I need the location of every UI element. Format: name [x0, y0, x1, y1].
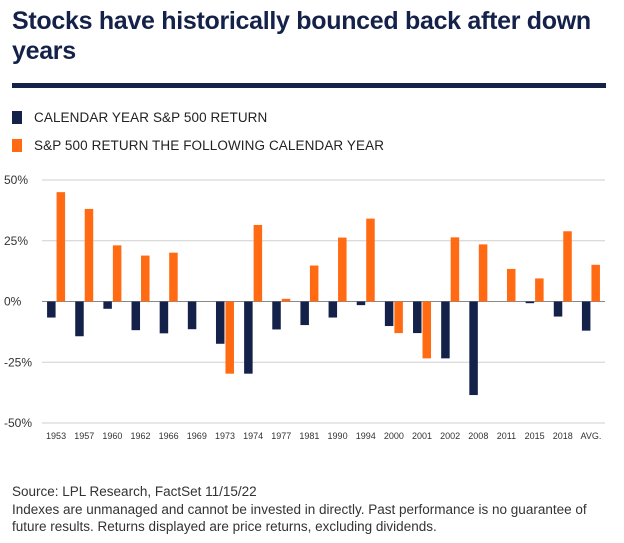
x-tick-label: 1969: [187, 431, 207, 441]
bar-calendar-year: [328, 301, 338, 318]
bar-following-year: [84, 208, 94, 302]
x-tick-label: 2011: [497, 431, 516, 441]
bar-following-year: [366, 218, 375, 302]
x-tick-label: 2002: [440, 431, 460, 441]
bar-calendar-year: [244, 301, 253, 374]
chart-footer: Source: LPL Research, FactSet 11/15/22 I…: [12, 483, 612, 536]
x-tick-label: AVG.: [581, 431, 602, 441]
bar-following-year: [309, 265, 319, 302]
bar-calendar-year: [47, 301, 56, 318]
legend-swatch-orange: [12, 138, 22, 152]
bar-following-year: [281, 298, 291, 302]
bar-following-year: [506, 268, 516, 302]
bar-following-year: [225, 301, 234, 374]
bar-following-year: [563, 231, 572, 302]
legend-item-current-year: CALENDAR YEAR S&P 500 RETURN: [12, 108, 384, 126]
chart-legend: CALENDAR YEAR S&P 500 RETURN S&P 500 RET…: [12, 108, 384, 164]
source-note: Source: LPL Research, FactSet 11/15/22: [12, 484, 257, 499]
bar-calendar-year: [300, 301, 309, 326]
y-tick-label: 50%: [4, 173, 28, 187]
x-tick-label: 1953: [46, 431, 66, 441]
bar-following-year: [112, 245, 122, 302]
bar-following-year: [169, 252, 178, 302]
legend-swatch-navy: [12, 110, 22, 124]
bar-following-year: [450, 237, 460, 302]
bar-calendar-year: [272, 301, 281, 330]
legend-label: S&P 500 RETURN THE FOLLOWING CALENDAR YE…: [34, 137, 385, 153]
bar-calendar-year: [413, 301, 422, 334]
bar-calendar-year: [187, 301, 197, 330]
legend-item-following-year: S&P 500 RETURN THE FOLLOWING CALENDAR YE…: [12, 136, 384, 154]
bar-following-year: [422, 301, 432, 359]
bar-following-year: [535, 278, 544, 302]
x-tick-label: 1974: [243, 431, 263, 441]
x-tick-label: 1973: [215, 431, 235, 441]
bar-following-year: [141, 255, 150, 302]
legend-label: CALENDAR YEAR S&P 500 RETURN: [34, 109, 268, 125]
y-tick-label: -25%: [4, 355, 32, 369]
x-tick-label: 2018: [553, 431, 573, 441]
y-tick-label: -50%: [4, 416, 32, 430]
bar-calendar-year: [103, 301, 112, 309]
bar-chart: 50% 25% 0% -25% -50% 1953 1957 1960 1962 1966 1969…: [4, 173, 605, 441]
y-tick-label: 0%: [4, 295, 22, 309]
bar-calendar-year: [469, 301, 478, 396]
bar-calendar-year: [384, 301, 394, 327]
x-tick-label: 2001: [412, 431, 432, 441]
bar-following-year: [591, 264, 600, 302]
title-divider: [12, 83, 606, 88]
bar-following-year: [478, 244, 488, 302]
x-tick-label: 1990: [328, 431, 348, 441]
x-tick-label: 1957: [74, 431, 94, 441]
bar-following-year: [394, 301, 403, 334]
bar-calendar-year: [75, 301, 84, 337]
bar-calendar-year: [581, 301, 591, 331]
x-tick-label: 2015: [525, 431, 545, 441]
bar-following-year: [56, 192, 66, 302]
bar-calendar-year: [356, 301, 366, 306]
x-tick-label: 1994: [356, 431, 376, 441]
x-tick-label: 1966: [159, 431, 179, 441]
bar-following-year: [253, 224, 263, 302]
x-tick-label: 2000: [384, 431, 404, 441]
bar-calendar-year: [131, 301, 141, 331]
bar-calendar-year: [525, 301, 535, 304]
disclaimer-note: Indexes are unmanaged and cannot be inve…: [12, 501, 587, 535]
x-tick-label: 1962: [131, 431, 151, 441]
y-tick-label: 25%: [4, 234, 28, 248]
bar-calendar-year: [441, 301, 450, 359]
chart-title: Stocks have historically bounced back af…: [12, 7, 591, 65]
x-tick-label: 2008: [468, 431, 488, 441]
bar-calendar-year: [553, 301, 563, 317]
x-tick-label: 1977: [271, 431, 291, 441]
x-tick-label: 1981: [299, 431, 319, 441]
bar-following-year: [338, 237, 347, 302]
x-tick-label: 1960: [102, 431, 122, 441]
bar-calendar-year: [215, 301, 225, 344]
bar-calendar-year: [159, 301, 169, 334]
